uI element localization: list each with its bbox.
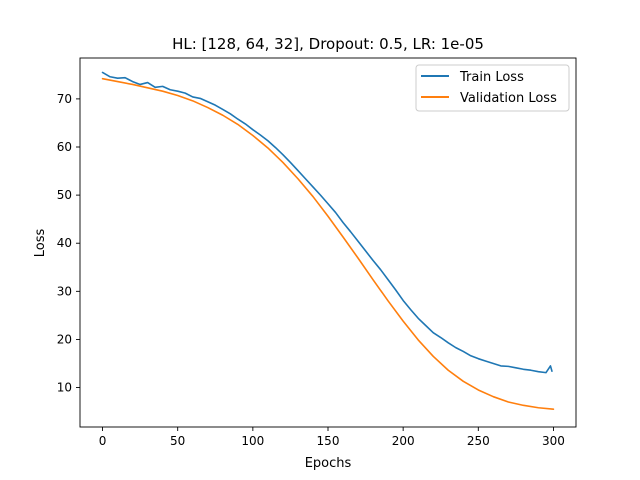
x-axis-label: Epochs [305, 456, 352, 471]
y-tick-label: 60 [57, 140, 72, 154]
y-axis-ticks: 10 20 30 40 50 60 70 [57, 92, 80, 395]
legend-box [415, 64, 570, 112]
x-tick-label: 0 [99, 434, 107, 448]
legend-label-train-loss: Train Loss [459, 70, 524, 85]
x-tick-label: 150 [317, 434, 340, 448]
y-tick-label: 10 [57, 381, 72, 395]
y-tick-label: 50 [57, 188, 72, 202]
x-tick-label: 300 [542, 434, 565, 448]
y-tick-label: 40 [57, 236, 72, 250]
y-axis-label: Loss [33, 229, 48, 258]
x-tick-label: 50 [170, 434, 185, 448]
y-tick-label: 70 [57, 92, 72, 106]
x-tick-label: 100 [241, 434, 264, 448]
series-layer [101, 71, 555, 410]
legend-label-validation-loss: Validation Loss [460, 91, 557, 106]
x-tick-label: 250 [467, 434, 490, 448]
series-line-train-loss [101, 71, 553, 374]
y-tick-label: 20 [57, 332, 72, 346]
series-line-validation-loss [101, 77, 555, 410]
x-axis-ticks: 0 50 100 150 200 250 300 [99, 427, 565, 448]
x-tick-label: 200 [392, 434, 415, 448]
chart-title: HL: [128, 64, 32], Dropout: 0.5, LR: 1e-… [172, 35, 484, 53]
legend: Train Loss Validation Loss [415, 64, 570, 112]
y-tick-label: 30 [57, 284, 72, 298]
